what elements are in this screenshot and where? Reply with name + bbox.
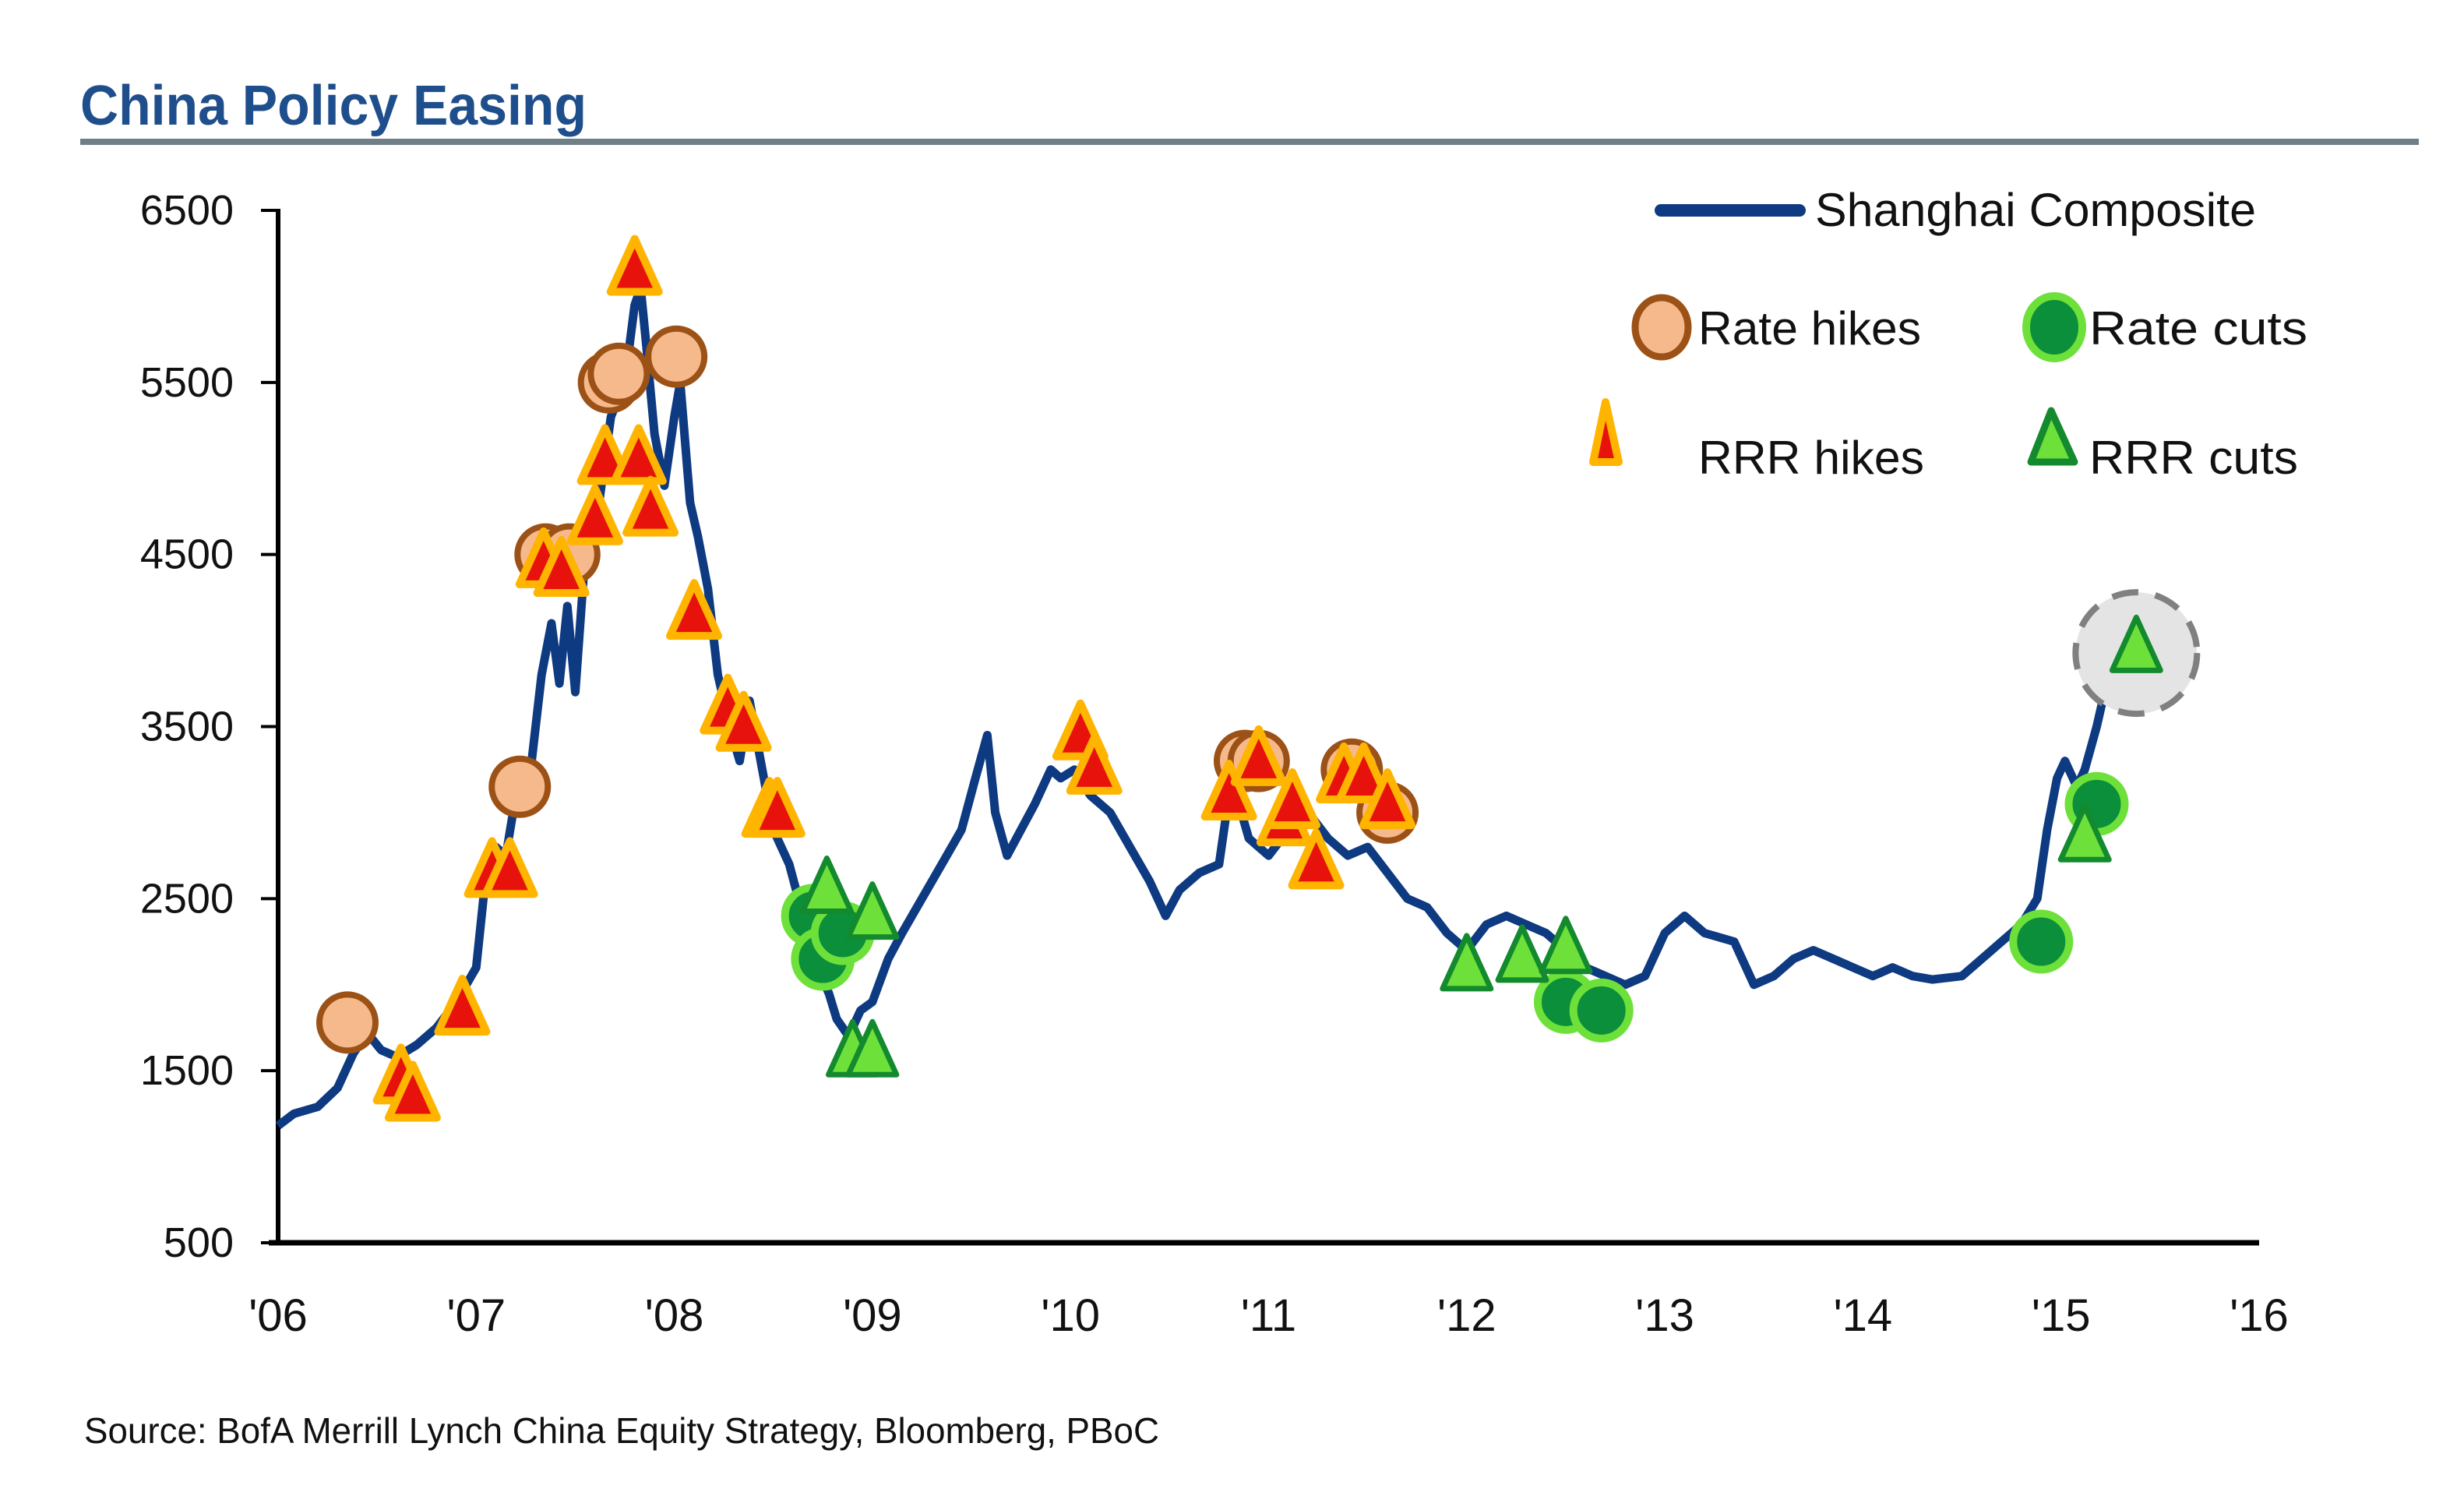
series-layer (275, 283, 2117, 1130)
rate-hike-marker (316, 991, 379, 1054)
rrr-hike-marker (666, 579, 723, 640)
x-tick-label: '08 (645, 1290, 704, 1341)
rrr-hike-marker (566, 484, 623, 545)
rrr-hike-marker (1066, 733, 1123, 795)
source-note: Source: BofA Merrill Lynch China Equity … (84, 1410, 1159, 1451)
rrr-cut-marker (845, 881, 900, 940)
title-rule (80, 139, 2419, 145)
y-ticks: 6500 5500 4500 3500 2500 1500 500 (140, 187, 278, 1266)
rrr-hike-marker (610, 424, 667, 485)
x-tick-label: '13 (1635, 1290, 1694, 1341)
legend-rate-hikes-marker (1631, 294, 1692, 361)
legend-rate-cuts-marker (2022, 292, 2086, 362)
legend-rrr-hikes-marker (1589, 398, 1623, 466)
rrr-hike-marker (1335, 742, 1392, 803)
x-ticks: '06 '07 '08 '09 '10 '11 '12 '13 '14 '15 '16 (249, 1290, 2289, 1341)
rrr-hike-marker (1288, 828, 1345, 890)
rrr-hike-marker (1359, 768, 1416, 830)
x-tick-label: '10 (1041, 1290, 1100, 1341)
marker-layer (316, 235, 2163, 1122)
rrr-hike-marker (1230, 725, 1287, 786)
legend-label-shanghai-composite: Shanghai Composite (1815, 184, 2256, 236)
x-tick-label: '16 (2230, 1290, 2289, 1341)
rrr-hike-marker (481, 837, 538, 898)
rrr-hike-marker (1264, 768, 1321, 830)
rrr-hike-marker (606, 235, 663, 296)
legend-rrr-cuts-marker (2027, 407, 2078, 466)
y-tick-label: 5500 (140, 359, 234, 406)
rrr-hike-marker (749, 777, 805, 838)
rrr-hike-marker (384, 1060, 441, 1122)
rrr-cut-marker (1495, 924, 1549, 983)
legend-label-rrr-cuts: RRR cuts (2089, 432, 2298, 484)
x-tick-label: '09 (843, 1290, 902, 1341)
x-tick-label: '11 (1241, 1290, 1296, 1341)
rrr-cut-marker (1440, 933, 1494, 992)
chart-title: China Policy Easing (80, 75, 587, 137)
rrr-hike-marker (715, 690, 772, 752)
rrr-hike-marker (622, 475, 679, 537)
legend-label-rate-hikes: Rate hikes (1698, 302, 1921, 355)
y-tick-label: 3500 (140, 704, 234, 750)
y-tick-label: 1500 (140, 1047, 234, 1094)
rrr-hike-marker (434, 975, 491, 1036)
legend: Shanghai Composite Rate hikes Rate cuts … (1589, 184, 2307, 484)
x-tick-label: '06 (249, 1290, 308, 1341)
rrr-cut-marker (2057, 803, 2112, 863)
x-tick-label: '15 (2032, 1290, 2091, 1341)
x-tick-label: '12 (1437, 1290, 1496, 1341)
rrr-hike-marker (1200, 760, 1257, 821)
rate-hike-marker (488, 755, 552, 818)
series-line-shanghai-composite (275, 283, 2117, 1130)
x-tick-label: '14 (1834, 1290, 1893, 1341)
legend-label-rrr-hikes: RRR hikes (1698, 432, 1924, 484)
rrr-cut-marker (2109, 614, 2163, 673)
rrr-cut-marker (845, 1018, 900, 1078)
rrr-cut-marker (1539, 916, 1593, 975)
rrr-hike-marker (533, 535, 590, 597)
rrr-cut-marker (799, 855, 854, 914)
y-tick-label: 4500 (140, 531, 234, 578)
legend-label-rate-cuts: Rate cuts (2089, 302, 2307, 355)
y-tick-label: 2500 (140, 875, 234, 922)
rate-cut-marker (2009, 909, 2074, 974)
x-tick-label: '07 (447, 1290, 506, 1341)
rate-hike-marker (587, 342, 650, 405)
axes (269, 209, 2259, 1246)
rate-cut-marker (1569, 978, 1634, 1043)
y-tick-label: 6500 (140, 187, 234, 234)
y-tick-label: 500 (164, 1219, 234, 1266)
rate-hike-marker (645, 325, 708, 388)
